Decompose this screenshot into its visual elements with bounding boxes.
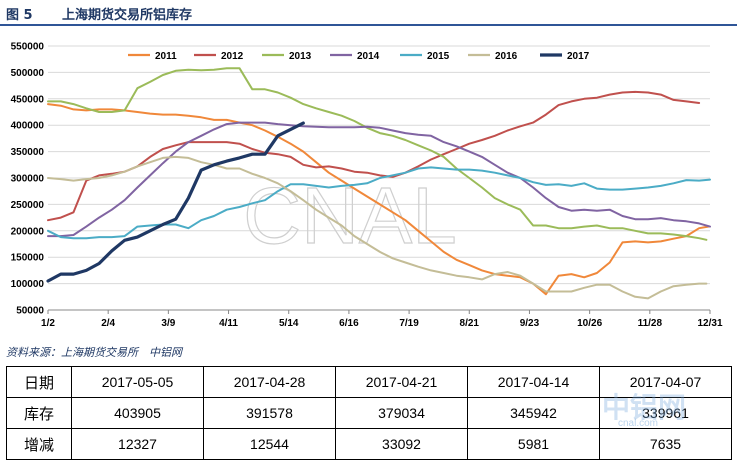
table-header-label: 日期 <box>6 366 72 398</box>
x-tick-label: 5/14 <box>279 318 299 329</box>
x-tick-label: 7/19 <box>399 318 419 329</box>
table-header-row: 日期 2017-05-05 2017-04-28 2017-04-21 2017… <box>6 366 732 398</box>
x-tick-label: 1/2 <box>41 318 55 329</box>
figure-number: 图 5 <box>6 8 33 23</box>
table-cell: 7635 <box>599 428 732 460</box>
table-cell: 2017-04-21 <box>335 366 468 398</box>
series-layer <box>46 67 711 300</box>
table-row-label: 库存 <box>6 397 72 429</box>
table-cell: 403905 <box>71 397 204 429</box>
table-row: 库存 403905 391578 379034 345942 339961 <box>6 397 732 429</box>
table-cell: 5981 <box>467 428 600 460</box>
table-cell: 339961 <box>599 397 732 429</box>
x-tick-label: 3/9 <box>161 318 175 329</box>
x-tick-label: 11/28 <box>638 318 663 329</box>
source-note: 资料来源：上海期货交易所 中铝网 <box>6 346 182 359</box>
legend-label-2011: 2011 <box>155 51 177 62</box>
table-row: 增减 12327 12544 33092 5981 7635 <box>6 428 732 460</box>
x-tick-label: 9/23 <box>520 318 540 329</box>
series-line-2016 <box>47 155 708 300</box>
legend-label-2014: 2014 <box>357 51 380 62</box>
x-tick-label: 12/31 <box>697 318 722 329</box>
y-tick-label: 150000 <box>11 253 45 264</box>
legend-label-2017: 2017 <box>567 51 590 62</box>
legend-label-2012: 2012 <box>221 51 244 62</box>
x-tick-label: 2/4 <box>101 318 115 329</box>
legend-label-2013: 2013 <box>289 51 312 62</box>
y-tick-label: 350000 <box>11 147 45 158</box>
legend-label-2016: 2016 <box>495 51 518 62</box>
series-line-2013 <box>47 67 708 241</box>
table-cell: 2017-04-07 <box>599 366 732 398</box>
y-tick-label: 300000 <box>11 174 45 185</box>
y-tick-label: 200000 <box>11 226 45 237</box>
legend: 2011 2012 2013 2014 2015 2016 2017 <box>128 51 590 62</box>
table-cell: 391578 <box>203 397 336 429</box>
table-cell: 2017-04-14 <box>467 366 600 398</box>
x-tick-label: 8/21 <box>460 318 480 329</box>
y-tick-label: 250000 <box>11 200 45 211</box>
table-cell: 2017-04-28 <box>203 366 336 398</box>
series-line-2014 <box>47 121 711 238</box>
y-tick-label: 500000 <box>11 68 45 79</box>
watermark-logo: 中铝网 <box>602 391 687 424</box>
inventory-line-chart: CNAL 50000100000150000200000250000300000… <box>11 42 723 330</box>
y-tick-label: 100000 <box>11 279 45 290</box>
table-cell: 379034 <box>335 397 468 429</box>
table-cell: 33092 <box>335 428 468 460</box>
series-line-2011 <box>47 103 710 296</box>
table-row-label: 增减 <box>6 428 72 460</box>
figure-title: 上海期货交易所铝库存 <box>62 8 193 23</box>
figure-header: 图 5 上海期货交易所铝库存 <box>0 0 737 26</box>
y-tick-label: 50000 <box>16 306 44 317</box>
y-tick-label: 450000 <box>11 94 45 105</box>
table-cell: 12544 <box>203 428 336 460</box>
x-tick-label: 6/16 <box>339 318 359 329</box>
table-cell: 345942 <box>467 397 600 429</box>
y-tick-label: 400000 <box>11 121 45 132</box>
y-tick-label: 550000 <box>11 42 45 53</box>
series-line-2017 <box>46 121 305 283</box>
watermark-url: cnal.com <box>618 418 659 429</box>
x-tick-label: 10/26 <box>577 318 602 329</box>
inventory-table: 日期 2017-05-05 2017-04-28 2017-04-21 2017… <box>6 366 732 460</box>
table-cell: 2017-05-05 <box>71 366 204 398</box>
header-rule <box>0 24 737 26</box>
x-tick-label: 4/11 <box>219 318 238 329</box>
legend-label-2015: 2015 <box>427 51 450 62</box>
axis-layer: 50000 100000 150000 200000 250000 300000 35000… <box>11 42 723 330</box>
table-cell: 12327 <box>71 428 204 460</box>
series-line-2012 <box>47 90 701 222</box>
